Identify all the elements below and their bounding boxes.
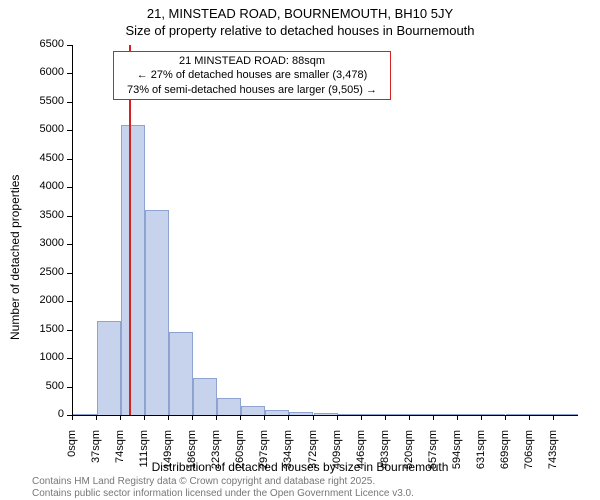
histogram-bar xyxy=(145,210,169,415)
annotation-line2: ← 27% of detached houses are smaller (3,… xyxy=(118,68,386,82)
histogram-bar xyxy=(506,414,530,415)
ytick-label: 2000 xyxy=(24,294,64,306)
footer-line1: Contains HM Land Registry data © Crown c… xyxy=(32,476,375,487)
annotation-line1: 21 MINSTEAD ROAD: 88sqm xyxy=(118,54,386,68)
plot-area: 21 MINSTEAD ROAD: 88sqm ← 27% of detache… xyxy=(72,45,578,416)
annotation-box: 21 MINSTEAD ROAD: 88sqm ← 27% of detache… xyxy=(113,51,391,100)
chart-container: 21, MINSTEAD ROAD, BOURNEMOUTH, BH10 5JY… xyxy=(0,0,600,500)
ytick-label: 3000 xyxy=(24,237,64,249)
chart-title-line1: 21, MINSTEAD ROAD, BOURNEMOUTH, BH10 5JY xyxy=(0,6,600,21)
histogram-bar xyxy=(241,406,265,415)
ytick-label: 6500 xyxy=(24,38,64,50)
histogram-bar xyxy=(530,414,554,415)
reference-line xyxy=(129,45,131,415)
ytick-label: 5000 xyxy=(24,123,64,135)
histogram-bar xyxy=(434,414,458,415)
ytick-label: 6000 xyxy=(24,66,64,78)
histogram-bar xyxy=(121,125,145,415)
histogram-bar xyxy=(458,414,482,415)
annotation-line3: 73% of semi-detached houses are larger (… xyxy=(118,83,386,97)
chart-title-line2: Size of property relative to detached ho… xyxy=(0,23,600,38)
histogram-bar xyxy=(338,414,362,415)
ytick-label: 2500 xyxy=(24,266,64,278)
histogram-bar xyxy=(362,414,386,415)
histogram-bar xyxy=(217,398,241,415)
histogram-bar xyxy=(97,321,121,415)
histogram-bar xyxy=(482,414,506,415)
footer-line2: Contains public sector information licen… xyxy=(32,488,414,499)
ytick-label: 0 xyxy=(24,408,64,420)
histogram-bar xyxy=(193,378,217,415)
x-axis-label: Distribution of detached houses by size … xyxy=(0,460,600,474)
histogram-bar xyxy=(73,414,97,415)
histogram-bar xyxy=(265,410,289,415)
ytick-label: 1500 xyxy=(24,323,64,335)
y-axis-label: Number of detached properties xyxy=(8,175,22,340)
histogram-bar xyxy=(169,332,193,415)
histogram-bar xyxy=(410,414,434,415)
ytick-label: 4500 xyxy=(24,152,64,164)
ytick-label: 3500 xyxy=(24,209,64,221)
histogram-bar xyxy=(314,413,338,415)
ytick-label: 500 xyxy=(24,380,64,392)
histogram-bar xyxy=(386,414,410,415)
histogram-bar xyxy=(289,412,313,415)
ytick-label: 1000 xyxy=(24,351,64,363)
histogram-bar xyxy=(554,414,578,415)
ytick-label: 5500 xyxy=(24,95,64,107)
ytick-label: 4000 xyxy=(24,180,64,192)
